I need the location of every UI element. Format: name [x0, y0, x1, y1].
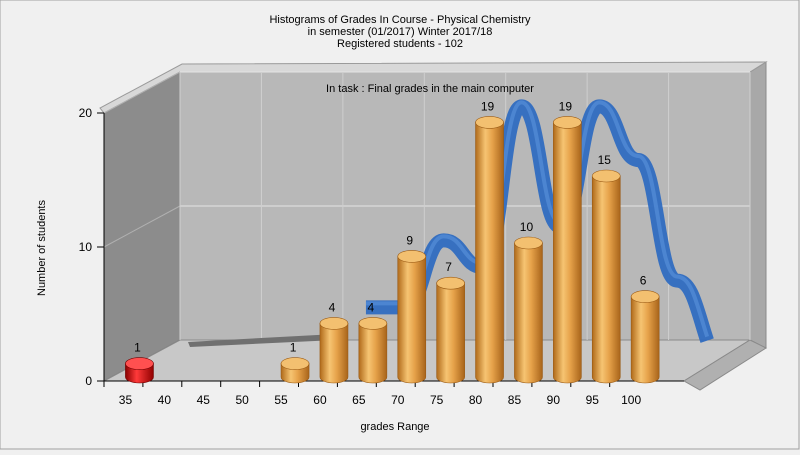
bar: 7	[436, 260, 465, 384]
bar: 1	[125, 341, 154, 384]
distribution-curve-highlight	[365, 100, 710, 338]
bar-value-label: 9	[406, 233, 413, 247]
bar-value-label: 15	[598, 153, 612, 167]
x-tick-label: 60	[313, 393, 327, 407]
bar: 4	[358, 300, 388, 384]
bar-value-label: 19	[559, 99, 573, 113]
x-tick-label: 35	[119, 393, 133, 407]
chart-marks: 1 1 4 4 9 7 19 10 19 15 6	[125, 99, 714, 384]
chart-title-line-2: in semester (01/2017) Winter 2017/18	[308, 26, 493, 38]
bar-top	[553, 116, 582, 129]
x-tick-label: 45	[197, 393, 211, 407]
bar: 4	[319, 300, 349, 384]
bar-body	[397, 256, 427, 384]
bar-body	[475, 122, 504, 384]
y-tick-label: 0	[85, 374, 92, 388]
right-edge	[749, 61, 767, 349]
gridline-side	[103, 71, 181, 114]
bar-body	[591, 175, 621, 384]
bar-value-label: 10	[520, 220, 534, 234]
bar-body	[553, 122, 582, 384]
chart-subtitle: In task : Final grades in the main compu…	[326, 83, 534, 95]
bar-top	[514, 236, 543, 250]
x-tick-label: 50	[235, 393, 249, 407]
bar-value-label: 4	[329, 300, 336, 314]
bar-value-label: 1	[134, 341, 141, 355]
bar-value-label: 7	[445, 260, 452, 274]
bar: 19	[553, 99, 582, 384]
x-tick-label: 95	[586, 393, 600, 407]
bar-top	[280, 357, 310, 370]
bar-top	[630, 290, 660, 303]
bar-body	[436, 282, 465, 384]
x-tick-label: 40	[158, 393, 172, 407]
bar: 6	[630, 274, 660, 384]
x-axis-label: grades Range	[360, 421, 429, 433]
chart-title-line-3: Registered students - 102	[337, 38, 463, 50]
x-tick-label: 65	[352, 393, 366, 407]
y-tick-label: 10	[79, 240, 93, 254]
bar-top	[358, 317, 388, 330]
bar-top	[397, 250, 427, 263]
bar: 9	[397, 233, 427, 384]
x-tick-label: 55	[274, 393, 288, 407]
bar-body	[630, 296, 660, 384]
bar-top	[591, 169, 621, 183]
bar-value-label: 4	[368, 300, 375, 314]
bar-top	[436, 276, 465, 290]
y-tick-label: 20	[79, 106, 93, 120]
bar: 10	[514, 220, 543, 384]
bar: 1	[280, 341, 310, 384]
x-tick-label: 100	[621, 393, 641, 407]
x-tick-label: 85	[508, 393, 522, 407]
bar-value-label: 1	[290, 341, 297, 355]
gridline-side	[103, 205, 181, 248]
y-axis-label: Number of students	[36, 200, 48, 296]
x-tick-label: 90	[547, 393, 561, 407]
bar-value-label: 19	[481, 99, 495, 113]
bar-body	[514, 242, 543, 384]
chart-title-line-1: Histograms of Grades In Course - Physica…	[269, 14, 531, 26]
x-tick-label: 75	[430, 393, 444, 407]
bar-top	[475, 116, 504, 129]
bar-top	[319, 317, 349, 330]
x-tick-label: 80	[469, 393, 483, 407]
floor-edge	[683, 339, 768, 391]
bar-top	[125, 357, 154, 370]
bar: 19	[475, 99, 504, 384]
axes: 0 10 20 35 40 45 50 55 60 65 70 75 80 85 90 95 100	[79, 106, 684, 407]
zero-strip	[188, 334, 336, 347]
bar-value-label: 6	[640, 274, 647, 288]
bar-body	[358, 323, 388, 384]
bar-body	[319, 323, 349, 384]
x-tick-label: 70	[391, 393, 405, 407]
bar: 15	[591, 153, 621, 384]
